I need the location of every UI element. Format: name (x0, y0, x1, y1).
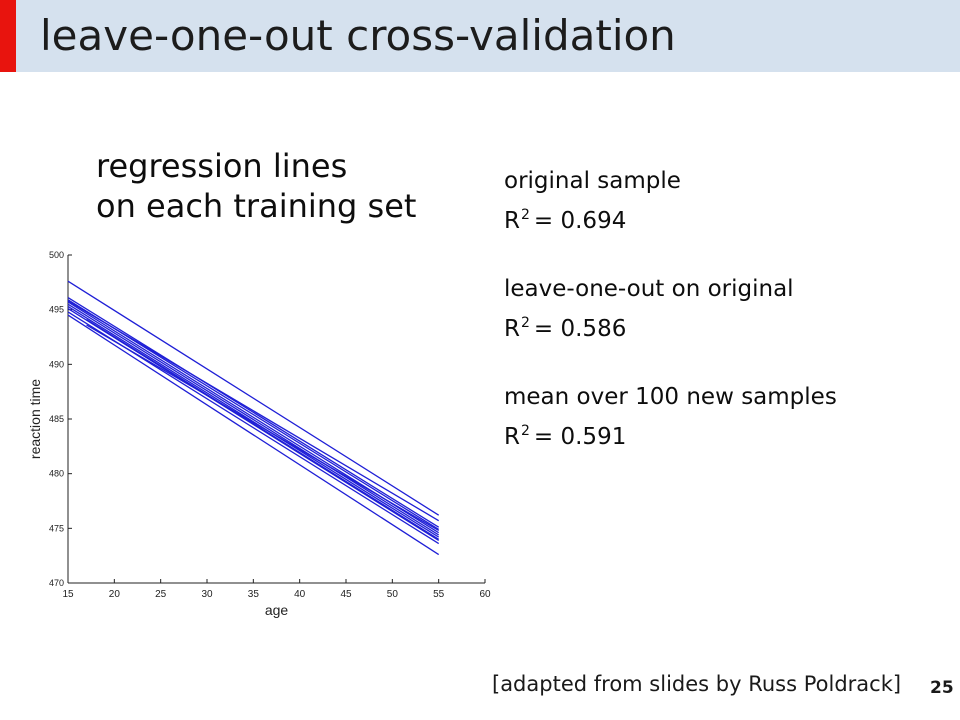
credit-note: [adapted from slides by Russ Poldrack] (492, 672, 902, 696)
regression-line (67, 303, 440, 536)
y-tick-label: 495 (49, 305, 64, 315)
x-tick-label: 35 (248, 589, 260, 600)
regression-line (86, 324, 440, 532)
title-accent-stripe (0, 0, 16, 72)
stat-mean-r2: R2 = 0.591 (504, 414, 837, 450)
r-superscript: 2 (520, 207, 530, 223)
stats-panel: original sample R2 = 0.694 leave-one-out … (504, 164, 837, 450)
y-tick-label: 500 (49, 250, 64, 260)
y-tick-label: 485 (49, 414, 64, 424)
chart-heading: regression lines on each training set (96, 146, 416, 226)
x-tick-label: 40 (294, 589, 306, 600)
stat-mean-value: = 0.591 (533, 424, 627, 450)
x-tick-label: 30 (201, 589, 213, 600)
stat-loo-label: leave-one-out on original (504, 276, 794, 302)
y-axis-label: reaction time (27, 379, 43, 459)
regression-line (86, 318, 440, 540)
r-symbol: R (504, 316, 520, 342)
x-axis-label: age (265, 602, 289, 618)
y-tick-label: 480 (49, 469, 64, 479)
chart-heading-line-2: on each training set (96, 187, 417, 225)
chart-heading-line-1: regression lines (96, 147, 348, 185)
x-tick-label: 20 (109, 589, 121, 600)
stat-mean-label: mean over 100 new samples (504, 384, 837, 410)
x-tick-label: 60 (479, 589, 491, 600)
regression-line (67, 280, 440, 516)
regression-line (67, 314, 440, 556)
r-symbol: R (504, 424, 520, 450)
x-tick-label: 50 (387, 589, 399, 600)
r-symbol: R (504, 208, 520, 234)
regression-line (67, 297, 440, 528)
x-tick-label: 55 (433, 589, 445, 600)
stat-loo-value: = 0.586 (533, 316, 627, 342)
regression-lines-chart: 15 20 25 30 35 40 45 50 55 60 470 475 480 485 490 495 50… (27, 250, 491, 618)
x-tick-label: 15 (62, 589, 74, 600)
regression-line (67, 300, 440, 522)
stat-loo-r2: R2 = 0.586 (504, 306, 837, 342)
y-tick-label: 475 (49, 523, 64, 533)
slide-title: leave-one-out cross-validation (40, 11, 676, 60)
x-tick-label: 45 (340, 589, 352, 600)
r-superscript: 2 (520, 423, 530, 439)
page-number: 25 (930, 678, 954, 698)
y-tick-label: 470 (49, 578, 64, 588)
y-tick-label: 490 (49, 359, 64, 369)
r-superscript: 2 (520, 315, 530, 331)
stat-original-value: = 0.694 (533, 208, 627, 234)
x-tick-label: 25 (155, 589, 167, 600)
title-bar (0, 0, 960, 72)
stat-original-r2: R2 = 0.694 (504, 198, 837, 234)
stat-original-label: original sample (504, 168, 681, 194)
